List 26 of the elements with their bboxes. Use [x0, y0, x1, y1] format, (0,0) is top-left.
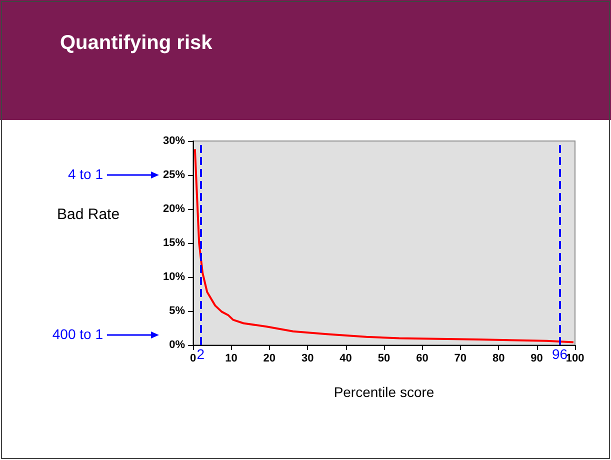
ref-line-label: 2: [196, 346, 205, 362]
x-tick-label: 90: [530, 352, 543, 364]
y-axis-title: Bad Rate: [57, 206, 120, 223]
x-tick-label: 30: [301, 352, 314, 364]
x-tick-label: 20: [263, 352, 276, 364]
y-tick-label: 5%: [169, 305, 186, 317]
x-tick-label: 80: [492, 352, 505, 364]
y-tick-label: 0%: [169, 339, 186, 351]
y-tick-label: 20%: [162, 203, 186, 215]
text: 400 to 1: [52, 326, 103, 342]
x-tick-label: 100: [566, 352, 584, 364]
x-tick-label: 10: [225, 352, 238, 364]
x-tick-label: 0: [190, 352, 196, 364]
line-series: [194, 148, 574, 344]
y-tick-label: 10%: [162, 271, 186, 283]
x-axis-title: Percentile score: [334, 384, 434, 400]
x-tick-label: 50: [378, 352, 390, 364]
y-tick-label: 15%: [162, 237, 186, 249]
x-tick-label: 60: [416, 352, 428, 364]
ref-line-label: 96: [552, 346, 568, 362]
y-tick-label: 25%: [162, 169, 186, 181]
x-tick-label: 70: [454, 352, 467, 364]
y-tick-label: 30%: [162, 135, 186, 147]
text: 4 to 1: [68, 166, 103, 182]
x-tick-label: 40: [340, 352, 352, 364]
chart-title: Quantifying risk: [60, 32, 214, 54]
